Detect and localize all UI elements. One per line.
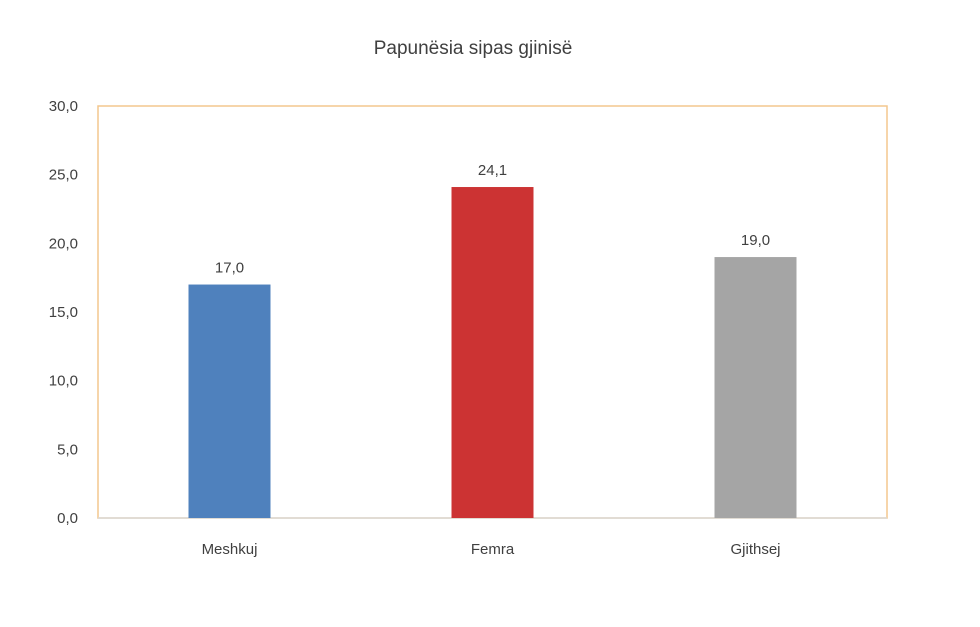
y-tick-label: 0,0 bbox=[57, 510, 78, 527]
x-category-label: Femra bbox=[471, 541, 515, 558]
data-label: 24,1 bbox=[478, 162, 507, 179]
bar-gjithsej bbox=[714, 257, 797, 518]
y-tick-label: 30,0 bbox=[49, 98, 78, 115]
data-label: 17,0 bbox=[215, 260, 244, 277]
y-axis-ticks: 0,0 5,0 10,0 15,0 20,0 25,0 30,0 bbox=[49, 98, 78, 527]
bar-femra bbox=[451, 187, 534, 518]
bars bbox=[188, 187, 797, 518]
y-tick-label: 10,0 bbox=[49, 373, 78, 390]
category-labels: Meshkuj Femra Gjithsej bbox=[202, 541, 781, 558]
y-tick-label: 25,0 bbox=[49, 167, 78, 184]
chart-title: Papunësia sipas gjinisë bbox=[374, 38, 573, 59]
x-category-label: Meshkuj bbox=[202, 541, 258, 558]
y-tick-label: 20,0 bbox=[49, 235, 78, 252]
bar-meshkuj bbox=[188, 284, 271, 518]
data-label: 19,0 bbox=[741, 232, 770, 249]
data-labels: 17,0 24,1 19,0 bbox=[215, 162, 770, 277]
y-tick-label: 5,0 bbox=[57, 441, 78, 458]
y-tick-label: 15,0 bbox=[49, 304, 78, 321]
x-category-label: Gjithsej bbox=[730, 541, 780, 558]
